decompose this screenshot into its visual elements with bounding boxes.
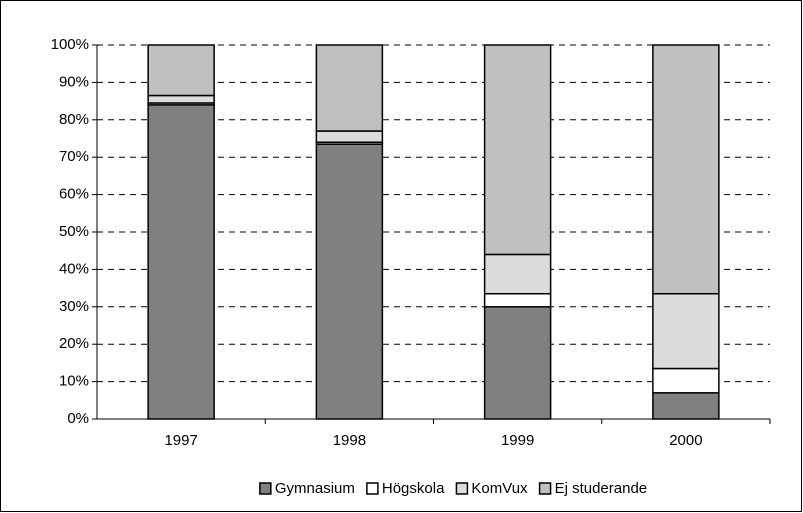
- bar-segment: [147, 94, 215, 104]
- x-tick-label: 1999: [501, 432, 534, 449]
- x-tick-label: 2000: [669, 432, 702, 449]
- y-tick-label: 80%: [59, 111, 89, 128]
- bar-segment: [147, 44, 215, 97]
- y-tick-label: 40%: [59, 260, 89, 277]
- legend-label: KomVux: [471, 480, 528, 497]
- legend-swatch: [259, 482, 272, 495]
- legend-swatch: [538, 482, 552, 495]
- y-tick-label: 100%: [51, 36, 89, 53]
- y-tick-label: 90%: [59, 73, 89, 90]
- y-tick-label: 20%: [59, 335, 89, 352]
- legend-swatch: [455, 482, 469, 495]
- legend-swatch: [366, 482, 379, 495]
- legend-label: Högskola: [382, 480, 445, 497]
- y-tick-label: 0%: [67, 410, 89, 427]
- bar-segment: [483, 253, 552, 295]
- y-tick-label: 30%: [59, 298, 89, 315]
- y-tick-label: 50%: [59, 223, 89, 240]
- x-tick-label: 1998: [333, 432, 366, 449]
- bar-segment: [652, 44, 720, 295]
- bar-segment: [315, 143, 384, 420]
- bar-segment: [483, 292, 552, 308]
- x-tick-label: 1997: [164, 432, 197, 449]
- bar-segment: [315, 44, 384, 132]
- y-tick-label: 70%: [59, 148, 89, 165]
- bar-segment: [483, 306, 552, 420]
- y-tick-label: 60%: [59, 186, 89, 203]
- bar-segment: [652, 292, 720, 370]
- bar-segment: [652, 367, 720, 394]
- bar-segment: [652, 392, 720, 420]
- legend-label: Gymnasium: [275, 480, 355, 497]
- bar-segment: [315, 130, 384, 143]
- y-tick-label: 10%: [59, 373, 89, 390]
- legend-label: Ej studerande: [555, 480, 648, 497]
- bar-segment: [147, 104, 215, 420]
- bar-segment: [483, 44, 552, 256]
